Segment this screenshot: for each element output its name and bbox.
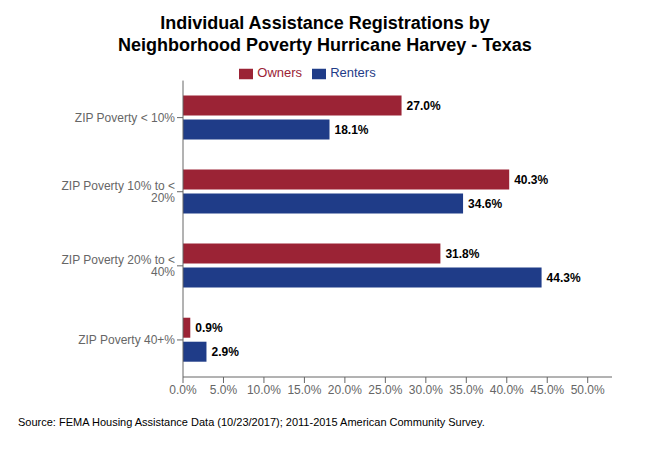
svg-text:30.0%: 30.0% — [409, 383, 443, 397]
svg-text:18.1%: 18.1% — [335, 123, 369, 137]
svg-text:35.0%: 35.0% — [449, 383, 483, 397]
svg-text:0.0%: 0.0% — [169, 383, 197, 397]
svg-text:27.0%: 27.0% — [407, 99, 441, 113]
svg-text:ZIP Poverty 20% to <40%: ZIP Poverty 20% to <40% — [61, 253, 175, 279]
svg-text:2.9%: 2.9% — [211, 345, 239, 359]
svg-text:40.3%: 40.3% — [514, 173, 548, 187]
svg-text:45.0%: 45.0% — [530, 383, 564, 397]
svg-text:20.0%: 20.0% — [328, 383, 362, 397]
html-text:Owners: Owners — [257, 65, 303, 80]
svg-text:5.0%: 5.0% — [210, 383, 238, 397]
svg-text:44.3%: 44.3% — [547, 271, 581, 285]
html-text:Neighborhood Poverty Hurricane: Neighborhood Poverty Hurricane Harvey - … — [118, 35, 532, 55]
html-text:Renters: Renters — [330, 65, 376, 80]
html-text:Source: FEMA Housing Assistanc: Source: FEMA Housing Assistance Data (10… — [18, 416, 485, 428]
svg-text:15.0%: 15.0% — [287, 383, 321, 397]
svg-text:0.9%: 0.9% — [195, 321, 223, 335]
svg-text:40.0%: 40.0% — [490, 383, 524, 397]
svg-text:34.6%: 34.6% — [468, 197, 502, 211]
svg-text:ZIP Poverty < 10%: ZIP Poverty < 10% — [75, 111, 175, 125]
svg-text:50.0%: 50.0% — [571, 383, 605, 397]
svg-text:ZIP Poverty 10% to <20%: ZIP Poverty 10% to <20% — [61, 179, 175, 205]
html-text:Individual Assistance Registra: Individual Assistance Registrations by — [160, 13, 490, 33]
svg-text:25.0%: 25.0% — [368, 383, 402, 397]
svg-text:ZIP Poverty 40+%: ZIP Poverty 40+% — [78, 333, 175, 347]
svg-text:10.0%: 10.0% — [247, 383, 281, 397]
svg-text:31.8%: 31.8% — [445, 247, 479, 261]
